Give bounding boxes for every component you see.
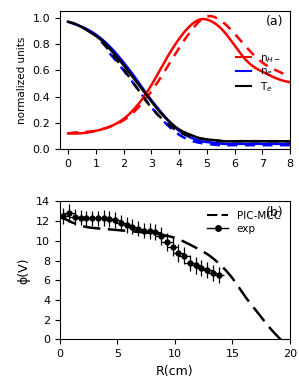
- Legend: PIC-MCC, exp: PIC-MCC, exp: [203, 207, 285, 238]
- Legend: n$_{H-}$, n$_e$, T$_e$: n$_{H-}$, n$_e$, T$_e$: [232, 49, 285, 98]
- Y-axis label: normalized units: normalized units: [17, 37, 27, 124]
- Y-axis label: ϕ(V): ϕ(V): [17, 257, 30, 284]
- Text: (b): (b): [266, 205, 283, 219]
- X-axis label: R(cm): R(cm): [156, 365, 194, 377]
- Text: (a): (a): [266, 15, 283, 28]
